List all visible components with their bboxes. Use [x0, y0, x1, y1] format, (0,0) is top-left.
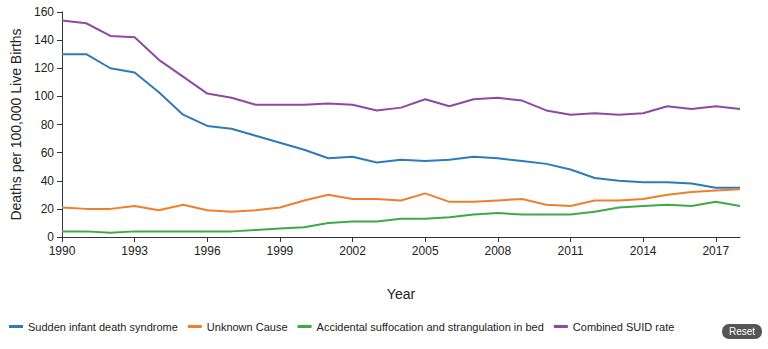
svg-text:40: 40: [41, 174, 55, 188]
svg-text:1990: 1990: [49, 244, 76, 258]
svg-text:1996: 1996: [194, 244, 221, 258]
svg-text:60: 60: [41, 146, 55, 160]
svg-text:2011: 2011: [558, 244, 584, 258]
svg-text:0: 0: [47, 230, 54, 244]
svg-text:Sudden infant death syndrome: Sudden infant death syndrome: [28, 321, 178, 333]
svg-text:100: 100: [34, 89, 54, 103]
svg-text:2014: 2014: [630, 244, 657, 258]
svg-text:2008: 2008: [485, 244, 512, 258]
svg-text:120: 120: [34, 61, 54, 75]
svg-text:Combined SUID rate: Combined SUID rate: [573, 321, 675, 333]
svg-text:Reset: Reset: [729, 326, 755, 337]
svg-text:2005: 2005: [412, 244, 439, 258]
svg-text:80: 80: [41, 118, 55, 132]
svg-text:2002: 2002: [339, 244, 366, 258]
svg-text:1993: 1993: [121, 244, 148, 258]
svg-text:160: 160: [34, 5, 54, 19]
svg-text:20: 20: [41, 202, 55, 216]
svg-text:Unknown Cause: Unknown Cause: [207, 321, 288, 333]
svg-text:140: 140: [34, 33, 54, 47]
svg-text:2017: 2017: [702, 244, 729, 258]
svg-text:1999: 1999: [267, 244, 294, 258]
svg-text:Deaths per 100,000 Live Births: Deaths per 100,000 Live Births: [8, 28, 24, 220]
svg-text:Year: Year: [387, 286, 416, 302]
svg-text:Accidental suffocation and str: Accidental suffocation and strangulation…: [317, 321, 544, 333]
